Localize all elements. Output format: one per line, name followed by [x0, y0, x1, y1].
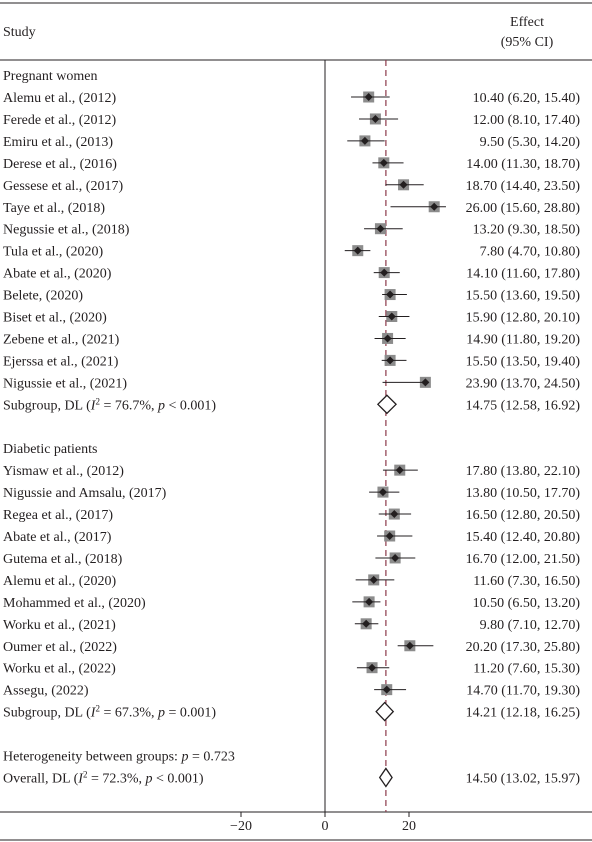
effect-ci-value: 9.50 (5.30, 14.20)	[480, 135, 581, 150]
effect-column-header: Effect	[510, 15, 544, 30]
overall-label: Overall, DL (I2 = 72.3%, p < 0.001)	[3, 769, 204, 786]
effect-ci-value: 16.70 (12.00, 21.50)	[466, 552, 581, 567]
study-label: Oumer et al., (2022)	[3, 640, 117, 655]
effect-ci-value: 10.50 (6.50, 13.20)	[473, 596, 581, 611]
study-label: Yismaw et al., (2012)	[3, 464, 124, 479]
x-tick-label: 0	[322, 819, 329, 834]
heterogeneity-label: Heterogeneity between groups: p = 0.723	[3, 750, 235, 765]
effect-ci-value: 14.90 (11.80, 19.20)	[466, 332, 580, 347]
x-tick-label: −20	[230, 819, 252, 834]
study-label: Abate et al., (2020)	[3, 267, 112, 282]
ci-column-header: (95% CI)	[501, 35, 554, 50]
study-label: Ferede et al., (2012)	[3, 113, 116, 128]
effect-point	[364, 93, 373, 101]
effect-point	[376, 224, 385, 233]
study-label: Nigussie and Amsalu, (2017)	[3, 486, 167, 501]
effect-ci-value: 16.50 (12.80, 20.50)	[466, 508, 581, 523]
study-label: Emiru et al., (2013)	[3, 135, 113, 150]
effect-ci-value: 17.80 (13.80, 22.10)	[466, 464, 581, 479]
study-rows: Pregnant women Alemu et al., (2012) 10.40 …	[3, 69, 581, 788]
effect-point	[405, 641, 414, 650]
effect-ci-value: 13.80 (10.50, 17.70)	[466, 486, 581, 501]
effect-ci-value: 18.70 (14.40, 23.50)	[466, 179, 581, 194]
effect-point	[371, 114, 380, 123]
study-label: Ejerssa et al., (2021)	[3, 354, 119, 369]
subgroup-label: Subgroup, DL (I2 = 67.3%, p = 0.001)	[3, 704, 216, 721]
effect-point	[353, 246, 362, 255]
study-label: Gessese et al., (2017)	[3, 179, 123, 194]
study-label: Belete, (2020)	[3, 289, 83, 304]
subgroup-label: Subgroup, DL (I2 = 76.7%, p < 0.001)	[3, 396, 216, 413]
effect-ci-value: 9.80 (7.10, 12.70)	[480, 618, 581, 633]
effect-point	[378, 488, 387, 497]
study-label: Assegu, (2022)	[3, 684, 89, 699]
effect-point	[383, 334, 392, 343]
subgroup-diamond-value: 14.75 (12.58, 16.92)	[466, 398, 581, 413]
subgroup-diamond	[376, 394, 397, 415]
effect-point	[386, 290, 395, 299]
study-label: Taye et al., (2018)	[3, 201, 105, 216]
effect-point	[360, 136, 369, 145]
study-label: Alemu et al., (2012)	[3, 91, 116, 106]
effect-point	[380, 268, 389, 277]
effect-point	[365, 597, 374, 606]
effect-ci-value: 15.90 (12.80, 20.10)	[466, 311, 581, 326]
effect-point	[385, 532, 394, 540]
effect-ci-value: 20.20 (17.30, 25.80)	[466, 640, 581, 655]
effect-point	[368, 663, 377, 672]
study-label: Tula et al., (2020)	[3, 245, 104, 260]
effect-ci-value: 13.20 (9.30, 18.50)	[473, 223, 581, 238]
effect-point	[369, 575, 378, 584]
effect-point	[379, 158, 388, 167]
effect-point	[387, 312, 396, 321]
effect-point	[362, 619, 371, 628]
effect-ci-value: 14.10 (11.60, 17.80)	[466, 267, 580, 282]
effect-ci-value: 12.00 (8.10, 17.40)	[473, 113, 581, 128]
effect-ci-value: 14.70 (11.70, 19.30)	[466, 684, 580, 699]
study-label: Gutema et al., (2018)	[3, 552, 123, 567]
effect-ci-value: 26.00 (15.60, 28.80)	[466, 201, 581, 216]
x-axis: −20 0 20	[230, 812, 416, 834]
effect-ci-value: 14.00 (11.30, 18.70)	[466, 157, 580, 172]
study-label: Regea et al., (2017)	[3, 508, 113, 523]
effect-ci-value: 11.20 (7.60, 15.30)	[473, 662, 580, 677]
overall-diamond-value: 14.50 (13.02, 15.97)	[466, 771, 581, 786]
effect-point	[391, 553, 400, 562]
effect-ci-value: 7.80 (4.70, 10.80)	[480, 245, 581, 260]
study-label: Alemu et al., (2020)	[3, 574, 116, 589]
overall-diamond	[378, 767, 393, 788]
study-label: Worku et al., (2021)	[3, 618, 116, 633]
study-label: Derese et al., (2016)	[3, 157, 117, 172]
group-label: Diabetic patients	[3, 442, 97, 457]
study-label: Abate et al., (2017)	[3, 530, 112, 545]
x-tick-label: 20	[402, 819, 416, 834]
subgroup-diamond	[375, 701, 395, 722]
effect-point	[430, 202, 439, 211]
effect-point	[386, 356, 395, 365]
effect-ci-value: 15.50 (13.60, 19.50)	[466, 289, 581, 304]
study-label: Mohammed et al., (2020)	[3, 596, 146, 611]
effect-ci-value: 15.50 (13.50, 19.40)	[466, 354, 581, 369]
study-label: Nigussie et al., (2021)	[3, 376, 127, 391]
effect-point	[421, 378, 430, 387]
subgroup-diamond-value: 14.21 (12.18, 16.25)	[466, 706, 581, 721]
effect-ci-value: 15.40 (12.40, 20.80)	[466, 530, 581, 545]
effect-ci-value: 11.60 (7.30, 16.50)	[473, 574, 580, 589]
study-column-header: Study	[3, 25, 36, 40]
effect-point	[390, 510, 399, 519]
effect-point	[395, 466, 404, 475]
group-label: Pregnant women	[3, 69, 97, 84]
study-label: Negussie et al., (2018)	[3, 223, 130, 238]
effect-point	[399, 180, 408, 189]
study-label: Biset et al., (2020)	[3, 311, 107, 326]
study-label: Worku et al., (2022)	[3, 662, 116, 677]
study-label: Zebene et al., (2021)	[3, 332, 120, 347]
effect-ci-value: 10.40 (6.20, 15.40)	[473, 91, 581, 106]
effect-point	[382, 685, 391, 694]
effect-ci-value: 23.90 (13.70, 24.50)	[466, 376, 581, 391]
